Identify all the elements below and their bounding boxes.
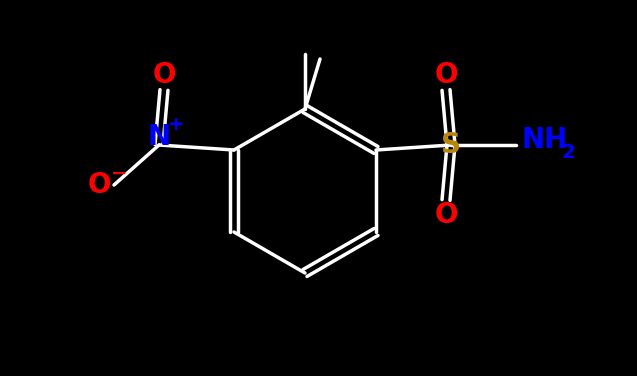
Text: S: S	[441, 131, 461, 159]
Text: +: +	[168, 115, 184, 135]
Text: −: −	[111, 164, 127, 182]
Text: O: O	[152, 61, 176, 89]
Text: O: O	[434, 61, 458, 89]
Text: NH: NH	[521, 126, 568, 154]
Text: O: O	[87, 171, 111, 199]
Text: 2: 2	[561, 144, 575, 162]
Text: N: N	[147, 123, 171, 151]
Text: O: O	[434, 201, 458, 229]
